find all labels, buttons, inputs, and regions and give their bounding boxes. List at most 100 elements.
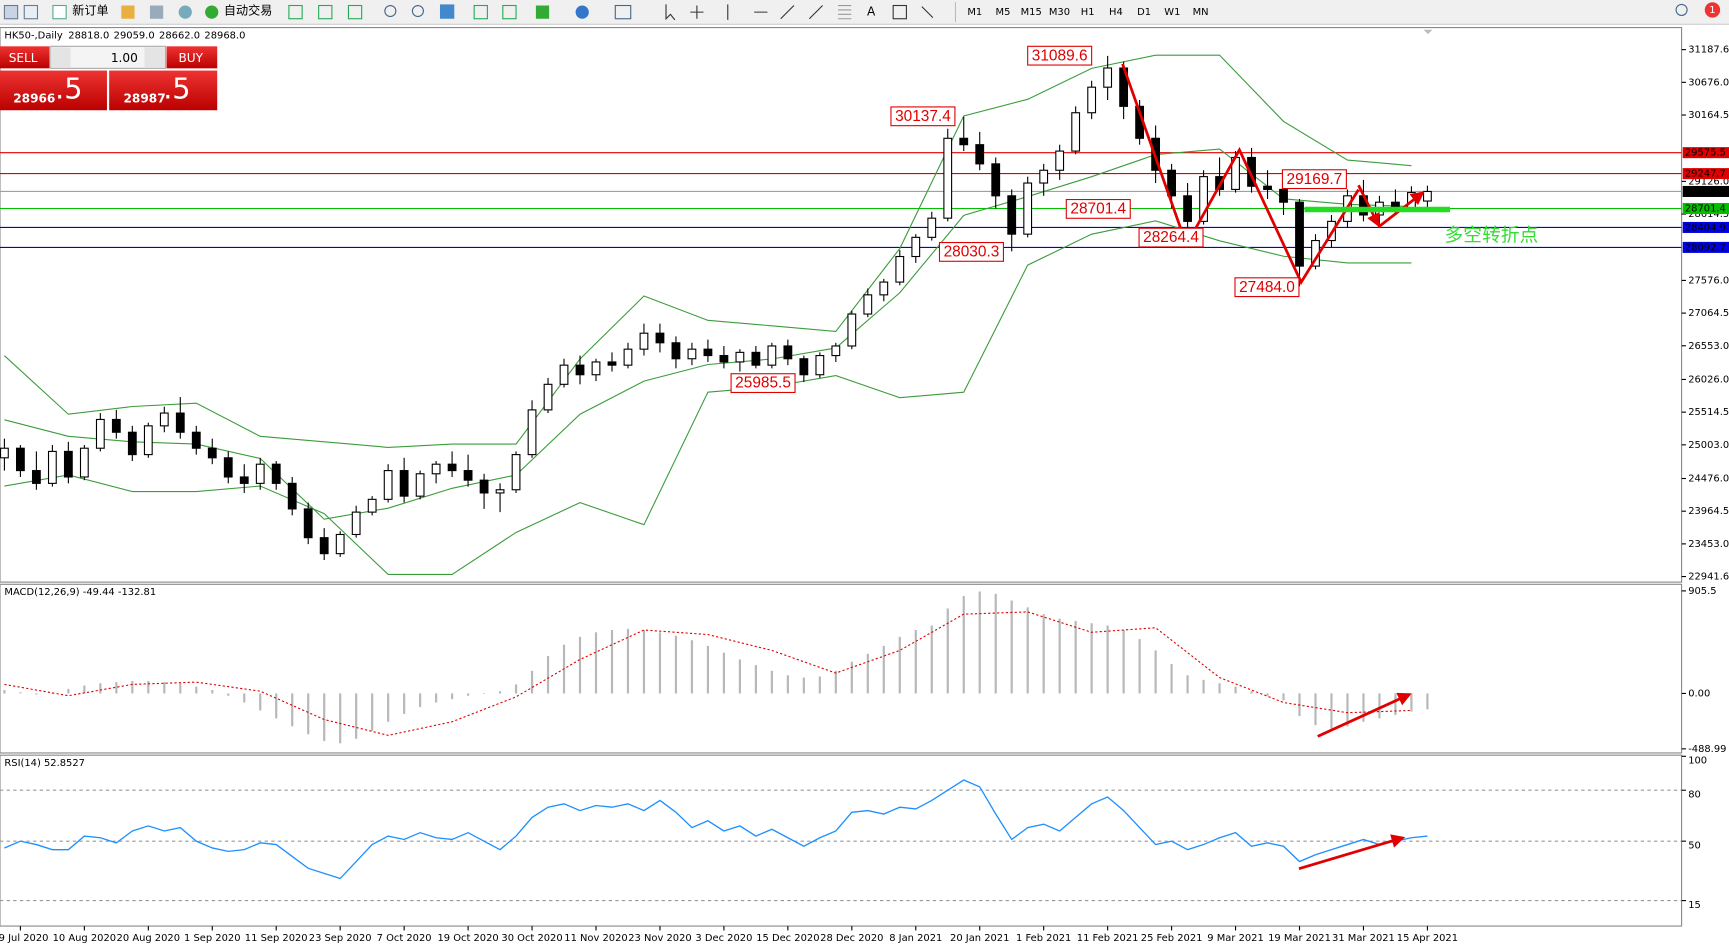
level-label: 28092.7 <box>1685 242 1726 253</box>
y-tick-label: 100 <box>1688 756 1707 767</box>
candle-body <box>959 137 969 146</box>
macd-bar <box>339 693 342 744</box>
candle-body <box>143 425 153 456</box>
candle-body <box>543 383 553 411</box>
candle-body <box>639 332 649 350</box>
lot-value[interactable]: 1.00 <box>111 51 138 65</box>
macd-bar <box>419 693 422 708</box>
notification-count[interactable]: 1 <box>1709 5 1715 16</box>
candle-body <box>31 470 41 484</box>
candle-body <box>1071 112 1081 152</box>
rsi-layer <box>0 779 1682 902</box>
lot-up[interactable] <box>144 47 165 68</box>
macd-bar <box>163 682 166 694</box>
macd-bar <box>658 632 662 694</box>
timeframe-button[interactable]: MN <box>1193 7 1209 18</box>
macd-bar <box>610 630 614 694</box>
macd-bar <box>371 693 374 731</box>
macd-bar <box>850 661 853 694</box>
macd-bar <box>1138 639 1141 694</box>
candle-body <box>303 508 313 539</box>
sell-label[interactable]: SELL <box>9 51 38 65</box>
level-label: 29575.5 <box>1685 148 1726 159</box>
macd-bar <box>898 636 901 694</box>
auto-trade-button[interactable]: 自动交易 <box>224 3 272 18</box>
candle-body <box>367 498 377 513</box>
candle-body <box>1087 86 1097 114</box>
timeframe-button[interactable]: M1 <box>967 7 982 18</box>
candle-body <box>0 447 9 459</box>
x-tick-label: 9 Mar 2021 <box>1207 933 1264 944</box>
level-label: 28968.0 <box>1685 186 1726 197</box>
candle-body <box>1023 182 1033 235</box>
macd-bar <box>946 608 949 694</box>
timeframe-button[interactable]: M30 <box>1049 7 1070 18</box>
macd-bar <box>131 680 134 694</box>
bollinger-band <box>4 148 1412 520</box>
buy-label[interactable]: BUY <box>178 51 203 65</box>
candle-body <box>895 255 905 283</box>
price-annotation-box <box>1027 45 1093 66</box>
timeframe-button[interactable]: M15 <box>1021 7 1042 18</box>
candle-body <box>383 470 393 500</box>
turning-point-note: 多空转折点 <box>1445 225 1539 246</box>
macd-bar <box>1074 620 1077 694</box>
macd-bar <box>275 693 278 719</box>
candle-body <box>1103 67 1113 88</box>
x-tick-label: 28 Dec 2020 <box>820 933 883 944</box>
lot-down[interactable] <box>50 47 71 68</box>
y-tick-label: 23964.5 <box>1688 506 1729 517</box>
macd-bar <box>466 693 470 696</box>
bid-price: 28966 <box>13 92 55 106</box>
timeframe-button[interactable]: W1 <box>1164 7 1180 18</box>
candle-body <box>495 489 505 494</box>
price-annotation-box <box>1138 227 1204 248</box>
macd-bar <box>1330 693 1333 729</box>
macd-bar <box>1010 600 1013 694</box>
price-annotation: 29169.7 <box>1287 171 1343 188</box>
macd-bar <box>722 652 726 694</box>
x-tick-label: 1 Sep 2020 <box>184 933 240 944</box>
macd-bar <box>1122 630 1125 694</box>
candle-body <box>911 236 921 258</box>
level-marker <box>1682 202 1729 215</box>
candle-body <box>1039 169 1049 184</box>
price-annotation-box <box>938 241 1004 262</box>
sell-button[interactable] <box>0 46 50 69</box>
macd-bar <box>1234 686 1237 694</box>
x-tick-label: 8 Jan 2021 <box>889 933 942 944</box>
x-tick-label: 23 Sep 2020 <box>309 933 372 944</box>
buy-button[interactable] <box>166 46 218 69</box>
timeframe-button[interactable]: D1 <box>1137 7 1151 18</box>
timeframe-button[interactable]: H4 <box>1109 7 1123 18</box>
candle-body <box>991 163 1001 197</box>
y-tick-label: 25514.5 <box>1688 407 1729 418</box>
y-tick-label: 50 <box>1688 841 1701 852</box>
candle-body <box>159 412 169 427</box>
macd-plot <box>0 583 1683 754</box>
axes: 31187.6 30676.0 30164.5 29126.0 28614.5 27576… <box>0 45 1729 944</box>
x-tick-label: 11 Nov 2020 <box>564 933 627 944</box>
y-tick-label: 27576.0 <box>1688 275 1729 286</box>
macd-bar <box>1410 693 1413 712</box>
bid-box[interactable] <box>0 70 107 111</box>
candle-body <box>655 332 665 344</box>
macd-bar <box>227 693 230 696</box>
macd-bar <box>834 670 837 694</box>
y-tick-label: 27064.5 <box>1688 308 1729 319</box>
y-tick-label: 24476.0 <box>1688 474 1729 485</box>
macd-bar <box>1026 607 1029 694</box>
candle-body <box>815 355 825 376</box>
new-order-button[interactable]: 新订单 <box>72 3 108 18</box>
x-tick-label: 30 Oct 2020 <box>501 933 562 944</box>
x-tick-label: 11 Feb 2021 <box>1077 933 1139 944</box>
candle-body <box>783 345 793 360</box>
ask-box[interactable] <box>109 70 218 111</box>
candle-body <box>559 364 569 385</box>
candle-body <box>879 281 889 296</box>
timeframe-button[interactable]: H1 <box>1081 7 1095 18</box>
candle-body <box>1295 201 1304 267</box>
timeframe-button[interactable]: M5 <box>996 7 1011 18</box>
macd-bar <box>147 680 150 694</box>
candle-body <box>223 457 233 478</box>
